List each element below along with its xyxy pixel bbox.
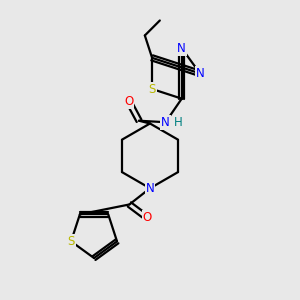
Text: N: N bbox=[177, 42, 186, 55]
Text: O: O bbox=[124, 95, 134, 108]
Text: N: N bbox=[196, 67, 204, 80]
Text: S: S bbox=[148, 82, 156, 95]
Text: S: S bbox=[68, 235, 75, 248]
Text: O: O bbox=[142, 211, 152, 224]
Text: H: H bbox=[173, 116, 182, 129]
Text: N: N bbox=[146, 182, 154, 195]
Text: N: N bbox=[161, 116, 170, 129]
